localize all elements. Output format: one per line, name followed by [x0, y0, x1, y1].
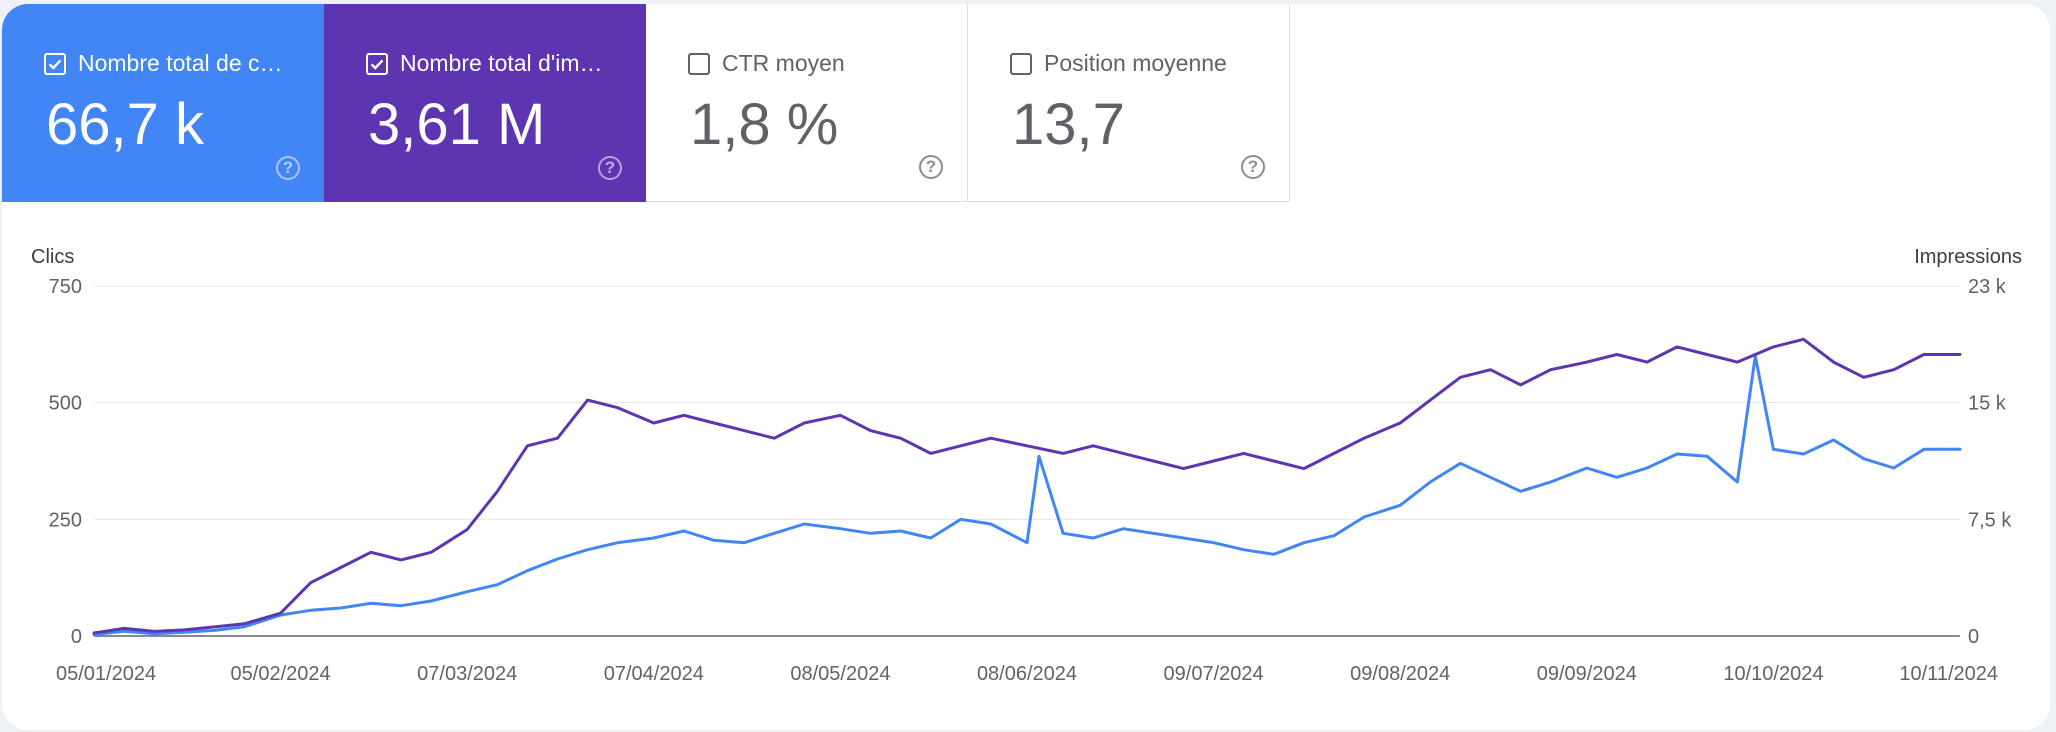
- x-tick-label: 09/09/2024: [1537, 663, 1637, 685]
- help-icon[interactable]: ?: [598, 156, 622, 180]
- x-tick-label: 08/06/2024: [977, 663, 1077, 685]
- performance-chart: Clics Impressions 0 0 250 7,5 k 500 15 k 750 23…: [31, 246, 2022, 685]
- x-tick-label: 07/04/2024: [604, 663, 704, 685]
- y-right-tick-label: 0: [1968, 626, 1979, 648]
- x-tick-label: 07/03/2024: [417, 663, 517, 685]
- x-tick-label: 09/08/2024: [1350, 663, 1450, 685]
- y-left-tick-label: 0: [71, 626, 82, 648]
- metric-cards: Nombre total de c… 66,7 k ? Nombre total…: [2, 4, 1290, 202]
- metric-card-total-impressions[interactable]: Nombre total d'im… 3,61 M ?: [324, 4, 646, 202]
- help-icon[interactable]: ?: [919, 155, 943, 179]
- grid-lines: [94, 285, 1960, 637]
- clicks-series-line: [92, 354, 1962, 637]
- performance-panel: Nombre total de c… 66,7 k ? Nombre total…: [2, 4, 2050, 730]
- checkbox-unchecked-icon[interactable]: [688, 52, 710, 75]
- x-axis-ticks: 05/01/2024 05/02/2024 07/03/2024 07/04/2024…: [56, 663, 1998, 685]
- series-lines: [92, 337, 1962, 637]
- y-axis-left-title: Clics: [31, 246, 74, 268]
- x-tick-label: 09/07/2024: [1164, 663, 1264, 685]
- y-right-tick-label: 7,5 k: [1968, 509, 2012, 531]
- y-left-tick-label: 500: [49, 393, 82, 415]
- help-icon[interactable]: ?: [276, 156, 300, 180]
- checkbox-unchecked-icon[interactable]: [1010, 52, 1032, 75]
- metric-card-average-ctr[interactable]: CTR moyen 1,8 % ?: [646, 4, 968, 202]
- y-right-tick-label: 15 k: [1968, 393, 2007, 415]
- y-axis-right-title: Impressions: [1914, 246, 2022, 268]
- y-left-tick-label: 250: [49, 509, 82, 531]
- metric-value: 66,7 k: [46, 92, 204, 157]
- x-tick-label: 10/11/2024: [1899, 663, 1998, 685]
- metric-card-average-position[interactable]: Position moyenne 13,7 ?: [968, 4, 1290, 202]
- x-tick-label: 05/01/2024: [56, 663, 156, 685]
- y-left-tick-label: 750: [49, 276, 82, 298]
- checkbox-checked-icon[interactable]: [366, 52, 388, 75]
- metric-value: 3,61 M: [368, 92, 546, 157]
- y-right-tick-label: 23 k: [1968, 276, 2007, 298]
- checkbox-checked-icon[interactable]: [44, 52, 66, 75]
- impressions-series-line: [92, 337, 1962, 635]
- y-axis-ticks: 0 0 250 7,5 k 500 15 k 750 23 k: [49, 276, 2013, 648]
- x-tick-label: 05/02/2024: [231, 663, 331, 685]
- metric-value: 13,7: [1012, 92, 1125, 157]
- help-icon[interactable]: ?: [1241, 155, 1265, 179]
- x-tick-label: 08/05/2024: [790, 663, 890, 685]
- metric-card-total-clicks[interactable]: Nombre total de c… 66,7 k ?: [2, 4, 324, 202]
- metric-value: 1,8 %: [690, 92, 839, 157]
- x-tick-label: 10/10/2024: [1723, 663, 1823, 685]
